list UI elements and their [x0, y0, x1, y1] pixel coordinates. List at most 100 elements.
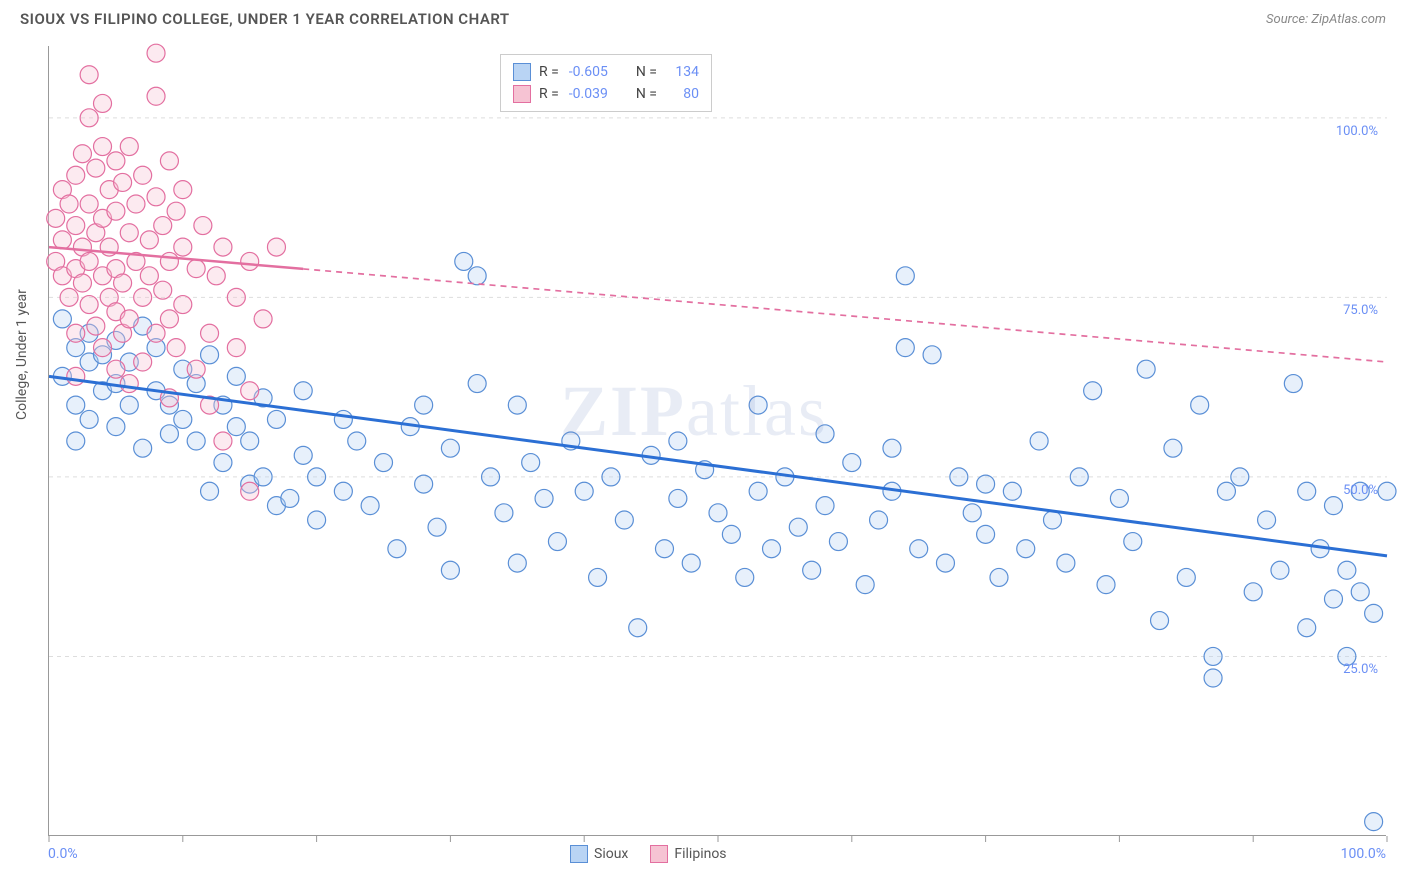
data-point — [167, 339, 185, 357]
data-point — [1110, 489, 1128, 507]
data-point — [1365, 604, 1383, 622]
series-legend: SiouxFilipinos — [570, 845, 727, 863]
data-point — [107, 152, 125, 170]
data-point — [669, 432, 687, 450]
data-point — [709, 504, 727, 522]
data-point — [1204, 647, 1222, 665]
series-sioux — [53, 252, 1396, 830]
plot-area — [48, 46, 1386, 836]
data-point — [575, 482, 593, 500]
data-point — [923, 346, 941, 364]
data-point — [194, 217, 212, 235]
data-point — [334, 410, 352, 428]
data-point — [107, 418, 125, 436]
data-point — [160, 152, 178, 170]
data-point — [241, 482, 259, 500]
legend-r-label: R = — [539, 86, 559, 102]
legend-n-value: 80 — [667, 86, 699, 102]
data-point — [80, 252, 98, 270]
data-point — [140, 267, 158, 285]
data-point — [468, 267, 486, 285]
data-point — [241, 382, 259, 400]
data-point — [201, 346, 219, 364]
data-point — [107, 202, 125, 220]
data-point — [1231, 468, 1249, 486]
data-point — [241, 252, 259, 270]
y-tick-label: 100.0% — [1336, 124, 1378, 139]
data-point — [120, 310, 138, 328]
data-point — [80, 410, 98, 428]
data-point — [160, 252, 178, 270]
data-point — [1378, 482, 1396, 500]
data-point — [910, 540, 928, 558]
data-point — [428, 518, 446, 536]
data-point — [1324, 590, 1342, 608]
data-point — [1017, 540, 1035, 558]
data-point — [67, 324, 85, 342]
data-point — [214, 432, 232, 450]
data-point — [415, 396, 433, 414]
data-point — [147, 44, 165, 62]
data-point — [1298, 482, 1316, 500]
source-attribution: Source: ZipAtlas.com — [1266, 12, 1386, 27]
correlation-legend: R =-0.605N =134R =-0.039N =80 — [500, 54, 712, 112]
x-tick-label: 0.0% — [48, 846, 78, 862]
data-point — [227, 339, 245, 357]
data-point — [114, 274, 132, 292]
data-point — [73, 145, 91, 163]
data-point — [455, 252, 473, 270]
data-point — [548, 533, 566, 551]
data-point — [388, 540, 406, 558]
data-point — [468, 375, 486, 393]
data-point — [87, 317, 105, 335]
legend-series-name: Sioux — [594, 846, 628, 862]
data-point — [1258, 511, 1276, 529]
data-point — [1298, 619, 1316, 637]
data-point — [334, 482, 352, 500]
data-point — [67, 396, 85, 414]
data-point — [308, 468, 326, 486]
data-point — [187, 432, 205, 450]
data-point — [187, 360, 205, 378]
data-point — [67, 432, 85, 450]
data-point — [214, 454, 232, 472]
legend-row-filipinos: R =-0.039N =80 — [513, 83, 699, 105]
data-point — [47, 209, 65, 227]
data-point — [134, 288, 152, 306]
x-tick-label: 100.0% — [1326, 846, 1386, 862]
legend-swatch — [513, 85, 531, 103]
data-point — [154, 217, 172, 235]
legend-r-value: -0.605 — [569, 64, 608, 80]
data-point — [348, 432, 366, 450]
data-point — [950, 468, 968, 486]
data-point — [94, 138, 112, 156]
data-point — [1137, 360, 1155, 378]
data-point — [174, 410, 192, 428]
data-point — [789, 518, 807, 536]
data-point — [308, 511, 326, 529]
data-point — [1084, 382, 1102, 400]
data-point — [120, 224, 138, 242]
data-point — [174, 238, 192, 256]
legend-swatch — [650, 845, 668, 863]
data-point — [896, 339, 914, 357]
data-point — [629, 619, 647, 637]
data-point — [140, 231, 158, 249]
data-point — [816, 497, 834, 515]
y-axis-title: College, Under 1 year — [14, 289, 30, 420]
data-point — [508, 554, 526, 572]
legend-r-value: -0.039 — [569, 86, 608, 102]
legend-swatch — [570, 845, 588, 863]
data-point — [1324, 497, 1342, 515]
data-point — [120, 375, 138, 393]
data-point — [763, 540, 781, 558]
data-point — [1244, 583, 1262, 601]
data-point — [1351, 583, 1369, 601]
data-point — [803, 561, 821, 579]
data-point — [1097, 576, 1115, 594]
data-point — [816, 425, 834, 443]
data-point — [749, 482, 767, 500]
data-point — [227, 418, 245, 436]
data-point — [1030, 432, 1048, 450]
data-point — [602, 468, 620, 486]
